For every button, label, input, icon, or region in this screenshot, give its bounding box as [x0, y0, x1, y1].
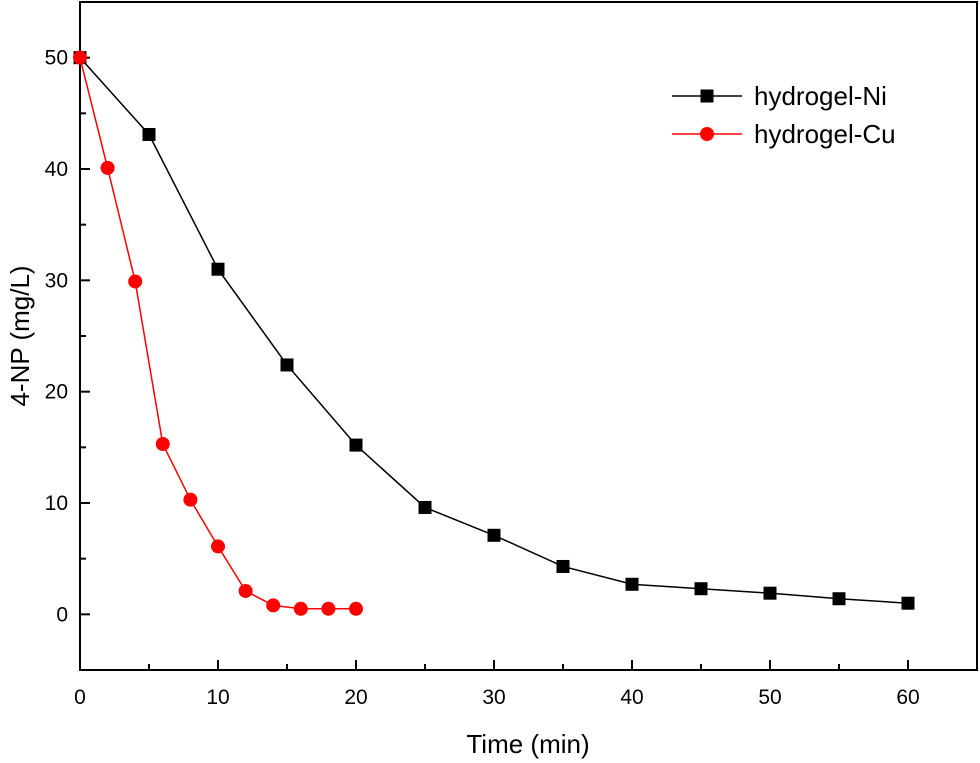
data-point — [349, 438, 363, 452]
x-axis-title: Time (min) — [466, 729, 589, 759]
data-point — [238, 583, 253, 598]
data-point — [100, 160, 115, 175]
data-point — [128, 274, 143, 289]
x-tick-label: 0 — [74, 686, 86, 709]
data-point — [183, 492, 198, 507]
x-tick-label: 30 — [482, 686, 505, 709]
data-point — [293, 601, 308, 616]
y-tick-label: 30 — [45, 269, 68, 292]
series-line — [79, 57, 356, 610]
y-tick-label: 20 — [45, 381, 68, 404]
data-point — [556, 559, 570, 573]
data-point — [321, 601, 336, 616]
x-tick-label: 20 — [344, 686, 367, 709]
data-point — [142, 127, 156, 141]
x-tick-label: 50 — [758, 686, 781, 709]
legend-marker — [700, 127, 714, 141]
x-axis-ticks: 0 10 20 30 40 50 60 — [74, 660, 978, 709]
data-point — [211, 539, 225, 554]
y-axis-title: 4-NP (mg/L) — [5, 265, 35, 406]
x-tick-label: 60 — [896, 686, 919, 709]
data-point — [280, 358, 294, 372]
y-axis-ticks: 0 10 20 30 40 50 — [45, 1, 90, 671]
series-hydrogel-Cu — [73, 50, 363, 616]
y-tick-label: 40 — [45, 158, 68, 181]
legend: hydrogel-Ni hydrogel-Cu — [672, 81, 896, 149]
x-tick-label: 10 — [206, 686, 229, 709]
legend-label: hydrogel-Ni — [754, 81, 887, 111]
data-point — [155, 436, 170, 451]
data-point — [73, 50, 87, 65]
x-tick-label: 40 — [620, 686, 643, 709]
series-layer — [73, 50, 915, 616]
legend-marker — [700, 89, 714, 103]
data-point — [694, 582, 708, 596]
data-point — [211, 262, 225, 276]
legend-label: hydrogel-Cu — [754, 119, 896, 149]
y-tick-label: 50 — [45, 47, 68, 70]
data-point — [832, 592, 846, 606]
y-tick-label: 10 — [45, 492, 68, 515]
data-point — [763, 586, 777, 600]
y-tick-label: 0 — [56, 603, 68, 626]
data-point — [418, 500, 432, 514]
data-point — [901, 596, 915, 610]
data-point — [625, 577, 639, 591]
data-point — [487, 528, 501, 542]
data-point — [266, 598, 281, 613]
data-point — [349, 601, 363, 616]
